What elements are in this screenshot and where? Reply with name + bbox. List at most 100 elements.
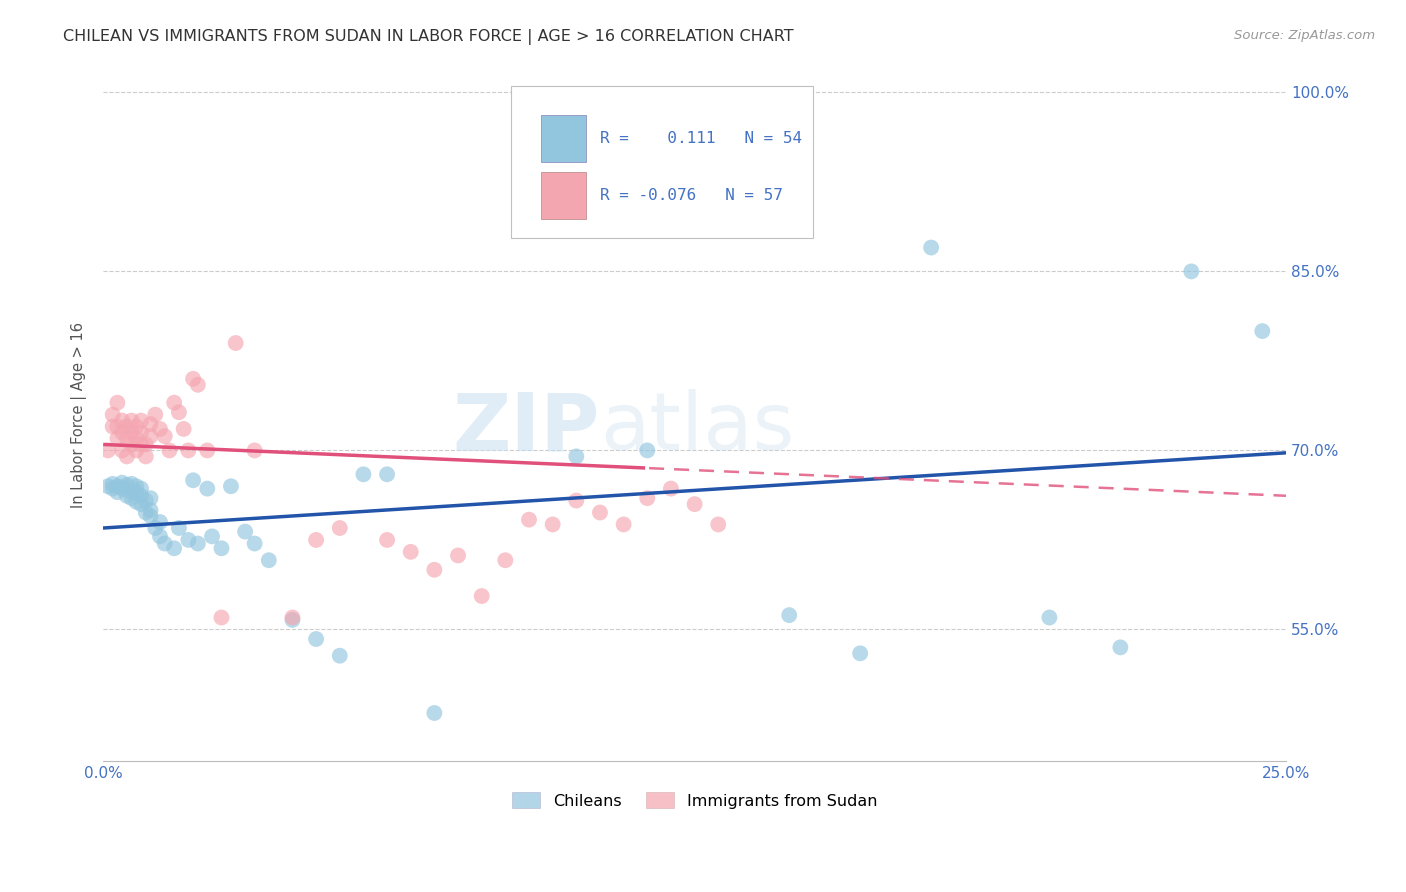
Point — [167, 405, 190, 419]
Point — [707, 517, 730, 532]
Y-axis label: In Labor Force | Age > 16: In Labor Force | Age > 16 — [72, 322, 87, 508]
Point — [225, 336, 247, 351]
Point — [125, 419, 148, 434]
Point — [129, 489, 152, 503]
Point — [195, 482, 218, 496]
Point — [423, 563, 446, 577]
Point — [219, 479, 242, 493]
Point — [129, 425, 152, 440]
Point — [181, 473, 204, 487]
Point — [920, 241, 942, 255]
Point — [101, 482, 124, 496]
Point — [115, 432, 138, 446]
Point — [471, 589, 494, 603]
Point — [121, 476, 143, 491]
Point — [177, 533, 200, 547]
Point — [115, 489, 138, 503]
Point — [129, 414, 152, 428]
Point — [305, 632, 328, 646]
Point — [111, 414, 134, 428]
Point — [115, 478, 138, 492]
Point — [243, 443, 266, 458]
Point — [115, 450, 138, 464]
Point — [1180, 264, 1202, 278]
Point — [107, 395, 129, 409]
Point — [101, 419, 124, 434]
Point — [167, 521, 190, 535]
Point — [139, 503, 162, 517]
Point — [778, 608, 800, 623]
Point — [659, 482, 682, 496]
Point — [121, 491, 143, 505]
Point — [565, 450, 588, 464]
Point — [121, 485, 143, 500]
Point — [153, 536, 176, 550]
Point — [125, 479, 148, 493]
Point — [139, 509, 162, 524]
Point — [135, 437, 157, 451]
Point — [139, 429, 162, 443]
Point — [153, 429, 176, 443]
Point — [352, 467, 374, 482]
Point — [1038, 610, 1060, 624]
Point — [423, 706, 446, 720]
Point — [589, 506, 612, 520]
Point — [139, 491, 162, 505]
Point — [125, 432, 148, 446]
Point — [517, 513, 540, 527]
Point — [399, 545, 422, 559]
Point — [163, 395, 186, 409]
Point — [135, 493, 157, 508]
Point — [111, 443, 134, 458]
Point — [329, 521, 352, 535]
Text: CHILEAN VS IMMIGRANTS FROM SUDAN IN LABOR FORCE | AGE > 16 CORRELATION CHART: CHILEAN VS IMMIGRANTS FROM SUDAN IN LABO… — [63, 29, 794, 45]
Point — [143, 521, 166, 535]
Point — [107, 419, 129, 434]
Point — [121, 437, 143, 451]
Point — [101, 408, 124, 422]
Point — [97, 479, 120, 493]
Point — [187, 377, 209, 392]
Point — [447, 549, 470, 563]
Point — [636, 443, 658, 458]
Bar — [541, 115, 586, 162]
Point — [121, 414, 143, 428]
Point — [163, 541, 186, 556]
Point — [97, 443, 120, 458]
Point — [149, 515, 172, 529]
Point — [329, 648, 352, 663]
Bar — [541, 171, 586, 219]
Point — [541, 517, 564, 532]
Point — [375, 467, 398, 482]
Point — [107, 432, 129, 446]
Point — [139, 417, 162, 432]
Point — [281, 613, 304, 627]
Point — [107, 485, 129, 500]
Text: atlas: atlas — [600, 390, 794, 467]
Point — [849, 646, 872, 660]
Point — [636, 491, 658, 505]
Point — [125, 485, 148, 500]
Point — [173, 422, 195, 436]
Point — [101, 476, 124, 491]
Point — [159, 443, 181, 458]
Point — [211, 610, 233, 624]
Legend: Chileans, Immigrants from Sudan: Chileans, Immigrants from Sudan — [505, 786, 884, 815]
Text: ZIP: ZIP — [453, 390, 600, 467]
Point — [125, 494, 148, 508]
Point — [305, 533, 328, 547]
Point — [149, 422, 172, 436]
Point — [613, 517, 636, 532]
Point — [187, 536, 209, 550]
Point — [281, 610, 304, 624]
Point — [233, 524, 256, 539]
Point — [125, 443, 148, 458]
Point — [1109, 640, 1132, 655]
Point — [195, 443, 218, 458]
Point — [375, 533, 398, 547]
Point — [149, 529, 172, 543]
Text: R =    0.111   N = 54: R = 0.111 N = 54 — [600, 131, 801, 146]
Point — [115, 419, 138, 434]
Point — [129, 497, 152, 511]
Point — [135, 450, 157, 464]
